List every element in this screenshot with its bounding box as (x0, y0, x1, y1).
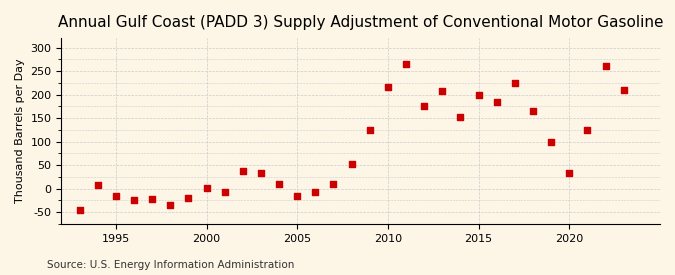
Point (364, 128, 375, 132)
Point (74, 207, 85, 212)
Y-axis label: Thousand Barrels per Day: Thousand Barrels per Day (15, 59, 25, 203)
Point (201, 185, 212, 190)
Point (92, 183, 103, 188)
Point (256, 171, 267, 175)
Point (383, 85, 394, 90)
Point (273, 182, 284, 186)
Point (346, 162, 357, 166)
Point (128, 198, 139, 202)
Point (582, 128, 593, 132)
Point (418, 104, 429, 108)
Point (111, 193, 122, 198)
Point (618, 88, 629, 92)
Point (165, 203, 176, 207)
Point (564, 171, 574, 175)
Text: Source: U.S. Energy Information Administration: Source: U.S. Energy Information Administ… (47, 260, 294, 270)
Point (528, 109, 539, 113)
Point (491, 99, 502, 104)
Title: Annual Gulf Coast (PADD 3) Supply Adjustment of Conventional Motor Gasoline: Annual Gulf Coast (PADD 3) Supply Adjust… (58, 15, 664, 30)
Point (510, 81, 520, 85)
Point (401, 62, 412, 66)
Point (310, 190, 321, 194)
Point (546, 139, 557, 144)
Point (328, 182, 339, 186)
Point (146, 197, 157, 201)
Point (437, 89, 448, 93)
Point (219, 190, 230, 194)
Point (238, 169, 248, 173)
Point (455, 114, 466, 119)
Point (183, 196, 194, 200)
Point (292, 193, 302, 198)
Point (600, 64, 611, 68)
Point (473, 92, 484, 97)
